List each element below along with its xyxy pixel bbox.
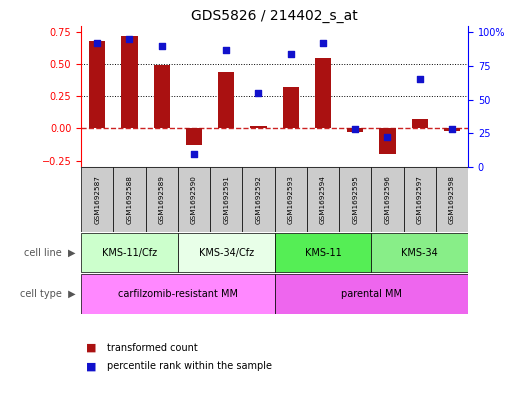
- Bar: [81, 274, 275, 314]
- Text: carfilzomib-resistant MM: carfilzomib-resistant MM: [118, 289, 238, 299]
- Text: cell line  ▶: cell line ▶: [25, 248, 76, 257]
- Text: GSM1692596: GSM1692596: [384, 175, 391, 224]
- Point: [222, 47, 230, 53]
- Text: GSM1692597: GSM1692597: [417, 175, 423, 224]
- Text: cell type  ▶: cell type ▶: [20, 289, 76, 299]
- Bar: [154, 65, 170, 129]
- Point: [448, 126, 456, 132]
- Bar: [412, 119, 428, 129]
- Bar: [186, 129, 202, 145]
- Bar: [379, 129, 395, 154]
- Point: [254, 90, 263, 96]
- Point: [351, 126, 359, 132]
- Bar: [339, 167, 371, 232]
- Bar: [178, 167, 210, 232]
- Text: transformed count: transformed count: [107, 343, 198, 353]
- Point: [93, 40, 101, 46]
- Text: GSM1692598: GSM1692598: [449, 175, 455, 224]
- Text: ■: ■: [86, 361, 97, 371]
- Text: GSM1692590: GSM1692590: [191, 175, 197, 224]
- Bar: [81, 167, 113, 232]
- Bar: [121, 36, 138, 129]
- Bar: [242, 167, 275, 232]
- Point: [157, 42, 166, 49]
- Bar: [371, 167, 404, 232]
- Bar: [113, 167, 145, 232]
- Bar: [178, 233, 275, 272]
- Bar: [282, 87, 299, 129]
- Text: GSM1692587: GSM1692587: [94, 175, 100, 224]
- Text: parental MM: parental MM: [341, 289, 402, 299]
- Point: [125, 36, 133, 42]
- Bar: [371, 233, 468, 272]
- Bar: [89, 41, 105, 129]
- Bar: [275, 233, 371, 272]
- Bar: [275, 274, 468, 314]
- Bar: [444, 129, 460, 131]
- Text: GSM1692595: GSM1692595: [352, 175, 358, 224]
- Point: [287, 51, 295, 57]
- Bar: [347, 129, 363, 132]
- Text: GSM1692589: GSM1692589: [158, 175, 165, 224]
- Point: [319, 40, 327, 46]
- Bar: [251, 126, 267, 129]
- Bar: [210, 167, 242, 232]
- Text: KMS-11: KMS-11: [304, 248, 342, 257]
- Bar: [307, 167, 339, 232]
- Point: [383, 134, 392, 141]
- Point: [190, 151, 198, 157]
- Bar: [404, 167, 436, 232]
- Text: ■: ■: [86, 343, 97, 353]
- Bar: [81, 233, 178, 272]
- Point: [415, 76, 424, 83]
- Text: KMS-34: KMS-34: [401, 248, 438, 257]
- Text: GSM1692594: GSM1692594: [320, 175, 326, 224]
- Bar: [315, 58, 331, 129]
- Text: GSM1692593: GSM1692593: [288, 175, 294, 224]
- Text: percentile rank within the sample: percentile rank within the sample: [107, 361, 272, 371]
- Text: KMS-34/Cfz: KMS-34/Cfz: [199, 248, 254, 257]
- Text: KMS-11/Cfz: KMS-11/Cfz: [102, 248, 157, 257]
- Bar: [218, 72, 234, 129]
- Bar: [436, 167, 468, 232]
- Title: GDS5826 / 214402_s_at: GDS5826 / 214402_s_at: [191, 9, 358, 23]
- Bar: [275, 167, 307, 232]
- Text: GSM1692592: GSM1692592: [255, 175, 262, 224]
- Text: GSM1692588: GSM1692588: [127, 175, 132, 224]
- Bar: [145, 167, 178, 232]
- Text: GSM1692591: GSM1692591: [223, 175, 229, 224]
